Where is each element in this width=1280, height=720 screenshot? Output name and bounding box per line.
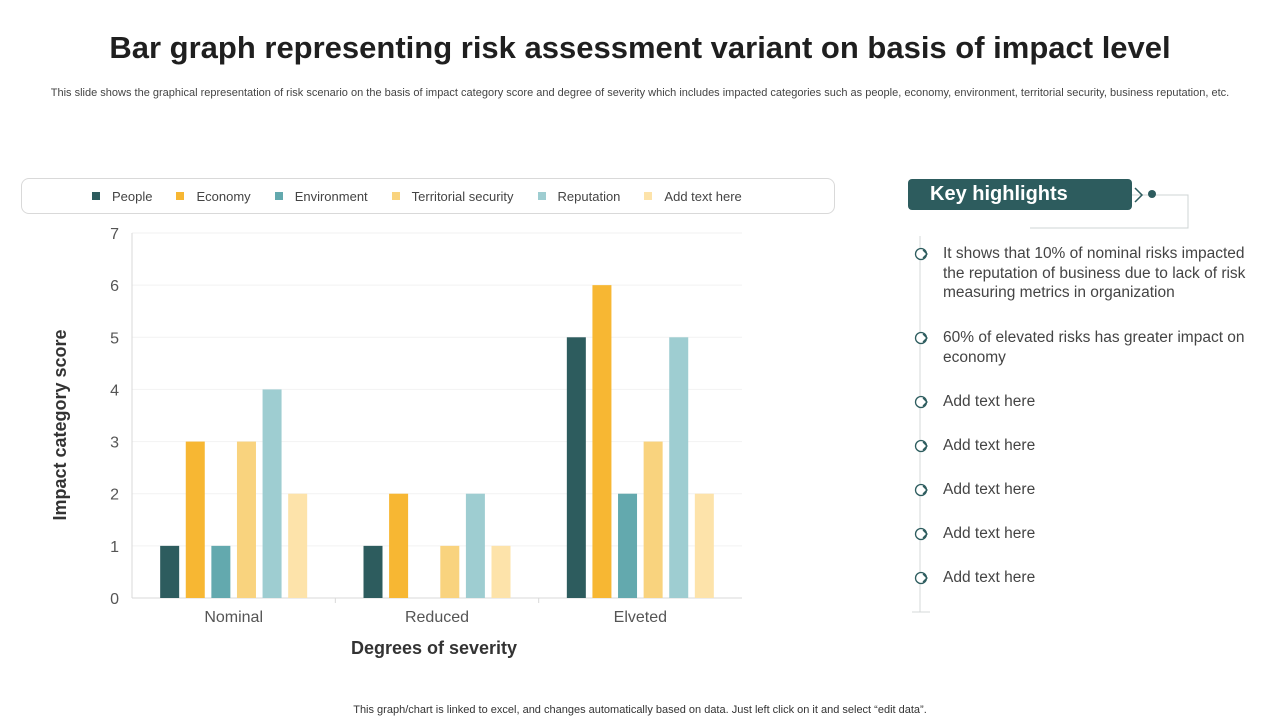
bar — [592, 285, 612, 598]
legend-swatch — [176, 192, 185, 200]
bar — [389, 493, 409, 598]
bullet-ring-icon — [914, 483, 928, 497]
y-tick-label: 4 — [110, 382, 119, 399]
highlight-text: Add text here — [943, 393, 1036, 410]
y-tick-label: 7 — [110, 226, 119, 243]
bar — [491, 545, 511, 598]
y-axis-title: Impact category score — [50, 329, 70, 520]
bar — [440, 545, 460, 598]
bar — [643, 441, 663, 598]
key-highlights-header: Key highlights — [908, 179, 1132, 210]
y-tick-label: 3 — [110, 435, 119, 452]
bar — [465, 493, 485, 598]
bullet-ring-icon — [914, 247, 928, 261]
legend-label: Environment — [294, 188, 368, 204]
legend-label: Territorial security — [411, 188, 514, 204]
legend-label: Economy — [196, 188, 251, 204]
bar — [363, 545, 383, 598]
bar — [669, 337, 689, 598]
legend-swatch — [537, 192, 546, 200]
legend-item: Reputation — [537, 188, 621, 204]
bar — [160, 545, 180, 598]
legend-item: Economy — [176, 188, 251, 204]
y-tick-label: 6 — [110, 278, 119, 295]
highlight-text: Add text here — [943, 525, 1036, 542]
highlight-text: Add text here — [943, 481, 1036, 498]
bar — [566, 337, 586, 598]
bullet-ring-icon — [914, 395, 928, 409]
highlight-text: Add text here — [943, 569, 1036, 586]
slide-subtitle: This slide shows the graphical represent… — [50, 87, 1230, 99]
bar — [618, 493, 638, 598]
x-tick-label: Reduced — [405, 609, 469, 626]
legend-item: Territorial security — [391, 188, 514, 204]
bullet-ring-icon — [914, 331, 928, 345]
highlight-text: 60% of elevated risks has greater impact… — [943, 329, 1245, 366]
bullet-ring-icon — [914, 571, 928, 585]
slide-title: Bar graph representing risk assessment v… — [109, 30, 1171, 65]
bar — [262, 389, 282, 598]
chart-legend: People Economy Environment Territorial secu… — [21, 178, 835, 214]
highlight-text: It shows that 10% of nominal risks impac… — [943, 245, 1246, 301]
legend-label: Add text here — [664, 188, 742, 204]
highlight-text: Add text here — [943, 437, 1036, 454]
bullet-ring-icon — [914, 527, 928, 541]
legend-label: Reputation — [557, 188, 621, 204]
bar — [288, 493, 308, 598]
bar — [236, 441, 256, 598]
bar — [211, 545, 231, 598]
legend-swatch — [274, 192, 283, 200]
bullet-ring-icon — [914, 439, 928, 453]
y-tick-label: 5 — [110, 330, 119, 347]
x-axis-title: Degrees of severity — [351, 638, 517, 658]
legend-swatch — [391, 192, 400, 200]
bar — [185, 441, 205, 598]
bar — [694, 493, 714, 598]
legend-label: People — [112, 188, 153, 204]
legend-item: People — [92, 189, 152, 204]
y-tick-label: 1 — [110, 539, 119, 556]
legend-item: Environment — [274, 188, 368, 204]
legend-item: Add text here — [644, 188, 742, 204]
legend-swatch — [644, 192, 653, 200]
footer-note: This graph/chart is linked to excel, and… — [353, 704, 927, 716]
bar-chart[interactable]: 0 1 2 3 4 5 6 7 Nominal Reduced Elveted Degrees of … — [0, 215, 760, 665]
y-tick-label: 0 — [110, 591, 119, 608]
x-tick-label: Elveted — [614, 609, 667, 626]
legend-swatch — [92, 192, 100, 200]
x-tick-label: Nominal — [204, 609, 263, 626]
y-tick-label: 2 — [110, 487, 119, 504]
